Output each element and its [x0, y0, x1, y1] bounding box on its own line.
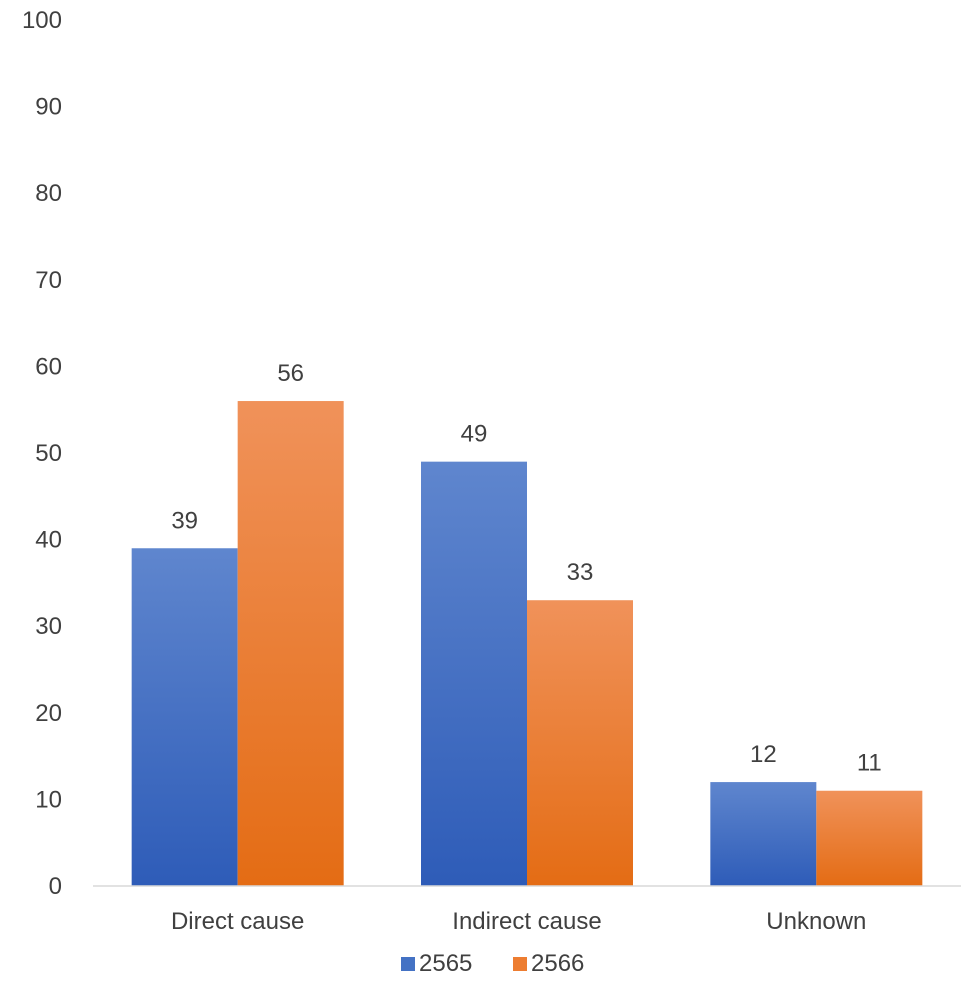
bars: [131, 401, 923, 886]
bar-2566-direct-cause: [237, 401, 344, 886]
data-labels: 39 56 49 33 12 11: [171, 360, 881, 777]
y-tick-label: 90: [35, 94, 62, 121]
x-category-label: Indirect cause: [452, 908, 601, 935]
y-tick-label: 20: [35, 700, 62, 727]
legend-label-2565: 2565: [419, 950, 472, 977]
legend: 2565 2566: [401, 950, 584, 977]
y-axis-ticks: 0 10 20 30 40 50 60 70 80 90 100: [22, 7, 62, 900]
bar-2566-unknown: [816, 790, 923, 886]
bar-2566-indirect-cause: [527, 600, 633, 886]
y-tick-label: 70: [35, 267, 62, 294]
bar-2565-unknown: [710, 782, 817, 886]
y-tick-label: 40: [35, 527, 62, 554]
data-label: 12: [750, 741, 777, 768]
x-category-label: Unknown: [766, 908, 866, 935]
y-tick-label: 60: [35, 353, 62, 380]
data-label: 49: [461, 421, 488, 448]
y-tick-label: 10: [35, 786, 62, 813]
data-label: 11: [857, 750, 882, 777]
y-tick-label: 80: [35, 180, 62, 207]
y-tick-label: 0: [49, 873, 62, 900]
y-tick-label: 100: [22, 7, 62, 34]
x-axis-categories: Direct cause Indirect cause Unknown: [171, 908, 866, 935]
data-label: 33: [567, 559, 594, 586]
bar-2565-direct-cause: [131, 548, 238, 886]
legend-swatch-2565: [401, 957, 415, 971]
x-category-label: Direct cause: [171, 908, 304, 935]
y-tick-label: 30: [35, 613, 62, 640]
bar-2565-indirect-cause: [421, 461, 527, 886]
data-label: 56: [277, 360, 304, 387]
y-tick-label: 50: [35, 440, 62, 467]
legend-label-2566: 2566: [531, 950, 584, 977]
legend-swatch-2566: [513, 957, 527, 971]
data-label: 39: [171, 507, 198, 534]
